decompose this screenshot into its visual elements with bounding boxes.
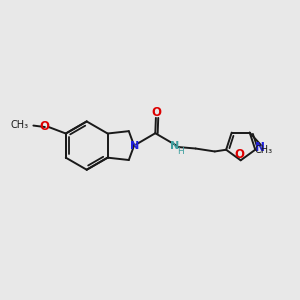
Text: CH₃: CH₃ [11, 120, 29, 130]
Text: N: N [255, 141, 265, 154]
Text: CH₃: CH₃ [254, 145, 272, 155]
Text: N: N [130, 141, 139, 151]
Text: O: O [235, 148, 245, 161]
Text: N: N [170, 142, 179, 152]
Text: H: H [177, 147, 184, 156]
Text: O: O [39, 120, 49, 133]
Text: O: O [151, 106, 161, 119]
